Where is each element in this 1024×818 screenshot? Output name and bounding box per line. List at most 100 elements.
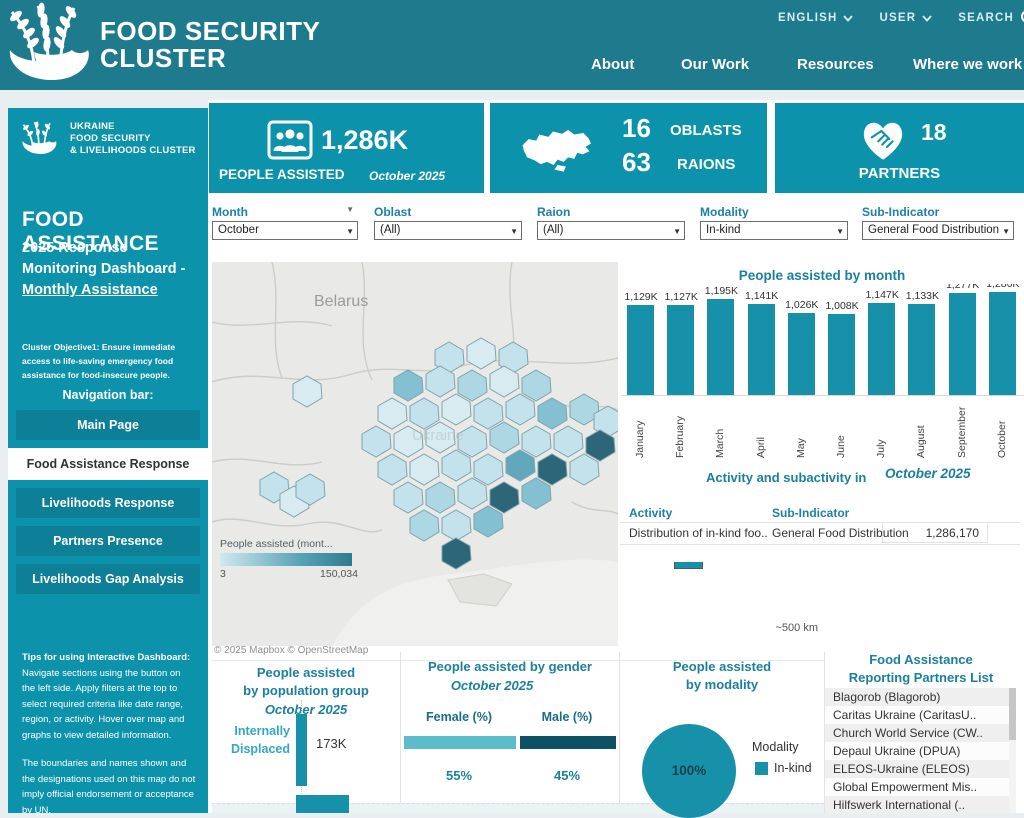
map-attribution[interactable]: © 2025 Mapbox © OpenStreetMap [214,645,369,656]
scrollbar[interactable] [1009,688,1016,813]
female-pct: 55% [445,768,473,783]
filter-menu-icon[interactable]: ▼ [346,205,354,214]
male-bar[interactable] [520,736,616,749]
bar-rect[interactable] [868,303,896,395]
bar-april[interactable]: 1,141K April [742,284,782,460]
filter-modality: Modality In-kind ▼ [700,203,848,240]
partner-row[interactable]: ELEOS-Ukraine (ELEOS) [825,760,1009,778]
user-label: USER [879,12,917,24]
site-logo-title: FOOD SECURITY CLUSTER [100,16,321,73]
nav-our-work[interactable]: Our Work [681,56,750,73]
language-label: ENGLISH [777,12,838,24]
bar-rect[interactable] [948,293,976,395]
bar-value-label: 1,133K [905,290,940,302]
bar-rect[interactable] [828,314,855,395]
modality-pie[interactable] [642,724,736,818]
bar-category-label: July [875,439,888,458]
filter-month-dropdown[interactable]: October ▼ [212,221,358,240]
modality-panel-title: People assisted by modality [672,659,772,692]
sidebar-item-partners-presence[interactable]: Partners Presence [16,526,200,556]
bar-june[interactable]: 1,008K June [822,284,862,460]
nav-resources[interactable]: Resources [797,56,874,73]
partner-row[interactable]: Hilfswerk International (.. [825,796,1009,814]
filter-raion-dropdown[interactable]: (All) ▼ [537,221,685,240]
x-axis-line [621,395,1024,396]
map-legend-min: 3 [220,568,226,580]
bar-rect[interactable] [747,304,775,395]
map-label-belarus: Belarus [314,293,368,310]
chevron-down-icon [843,14,854,22]
activity-table-row[interactable]: Distribution of in-kind foo.. General Fo… [620,522,1020,545]
language-menu[interactable]: ENGLISH [778,12,854,24]
filter-oblast-dropdown[interactable]: (All) ▼ [374,221,522,240]
population-bar-partial[interactable] [296,795,349,813]
nav-where-we-work[interactable]: Where we work [913,56,1023,73]
month-bar-chart: 1,129K January 1,127K February 1,195K March 1,… [621,284,1024,460]
sidebar-nav-buttons: Main Page Food Assistance Response Livel… [8,410,208,602]
bar-value-label: 1,141K [744,290,779,302]
partner-row[interactable]: Church World Service (CW.. [825,724,1009,742]
bar-march[interactable]: 1,195K March [701,284,741,460]
bar-rect[interactable] [908,304,936,395]
kpi-partners-value: 18 [921,119,947,145]
filter-month-label: Month [212,205,248,219]
sidebar-item-livelihoods-gap-analysis[interactable]: Livelihoods Gap Analysis [16,564,200,594]
divider [824,652,825,813]
map-scale: ~500 km [668,562,819,634]
map-scale-label: ~500 km [775,622,819,634]
scrollbar-thumb[interactable] [1009,688,1016,740]
bar-category-label: August [915,425,928,458]
bar-july[interactable]: 1,147K July [862,284,902,460]
subtitle-underlined[interactable]: Monthly Assistance [22,282,158,298]
partner-row[interactable]: Caritas Ukraine (CaritasU.. [825,706,1009,724]
user-menu[interactable]: USER [879,12,932,24]
bar-october[interactable]: 1,286K October [983,284,1023,460]
map-scale-bar [674,562,703,569]
kpi-partners: 18 PARTNERS [775,103,1024,193]
partner-row[interactable]: Depaul Ukraine (DPUA) [825,742,1009,760]
partner-row[interactable]: Blagorob (Blagorob) [825,688,1009,706]
cluster-objective-text: Cluster Objective1: Ensure immediate acc… [22,342,176,380]
population-panel-title: People assisted by population group [243,665,369,698]
divider [212,660,824,661]
choropleth-map[interactable]: Belarus Ukraine People assisted (mont...… [212,262,618,646]
bar-september[interactable]: 1,277K September [943,284,983,460]
kpi-people-assisted: 1,286K PEOPLE ASSISTED October 2025 [209,103,484,193]
kpi-partners-label: PARTNERS [858,165,941,182]
bar-rect[interactable] [627,305,654,395]
sidebar-item-livelihoods-response[interactable]: Livelihoods Response [16,488,200,518]
bar-category-label: May [794,438,807,458]
bar-january[interactable]: 1,129K January [621,284,661,460]
nav-about[interactable]: About [591,56,635,73]
tips-text: Tips for using Interactive Dashboard: Na… [22,650,196,743]
filter-modality-dropdown[interactable]: In-kind ▼ [700,221,848,240]
bar-category-label: October [995,420,1008,458]
filter-sub-indicator-dropdown[interactable]: General Food Distribution ▼ [862,221,1014,240]
bar-rect[interactable] [707,299,735,395]
female-bar[interactable] [404,736,516,749]
dropdown-caret-icon: ▼ [836,227,844,236]
bar-category-label: September [955,406,968,458]
bar-rect[interactable] [667,305,695,395]
population-bar-internally-displaced[interactable] [296,714,307,786]
people-group-icon [267,120,313,160]
modality-legend-item[interactable]: In-kind [774,761,812,775]
activity-col-header: Activity [629,506,673,520]
bar-february[interactable]: 1,127K February [661,284,701,460]
bar-rect[interactable] [787,313,815,395]
bar-may[interactable]: 1,026K May [782,284,822,460]
partner-row[interactable]: Global Empowerment Mis.. [825,778,1009,796]
bar-rect[interactable] [988,292,1016,395]
bar-august[interactable]: 1,133K August [902,284,942,460]
population-category-label: Internally Displaced [230,724,290,756]
filter-month: Month ▼ October ▼ [212,203,358,240]
sidebar-item-food-assistance-response[interactable]: Food Assistance Response [8,448,208,480]
search-control[interactable]: SEARCH [958,9,1024,27]
filter-modality-value: In-kind [706,224,741,236]
sidebar-item-main-page[interactable]: Main Page [16,410,200,440]
map-legend-gradient[interactable] [220,553,352,566]
bar-category-label: April [754,436,767,458]
main-nav: About Our Work Resources Where we work [0,53,1024,83]
tips-heading: Tips for using Interactive Dashboard: [22,652,191,663]
filter-oblast-value: (All) [380,224,401,236]
